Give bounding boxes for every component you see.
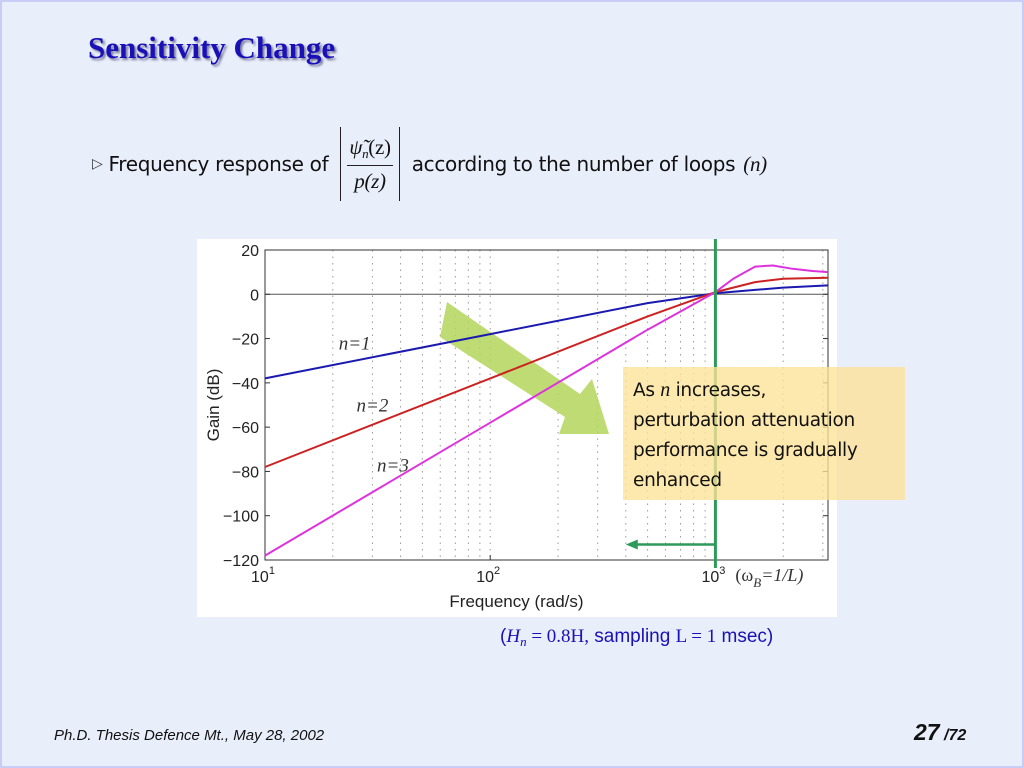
params-unit: msec) (716, 626, 774, 647)
page-current: 27 (914, 719, 940, 745)
bullet-suffix: according to the number of loops (411, 152, 736, 176)
y-tick-label: 20 (241, 243, 259, 260)
parameters-caption: (Hn = 0.8H, sampling L = 1 msec) (500, 626, 773, 650)
params-l: L = 1 (675, 626, 717, 647)
params-h-sub: n (520, 634, 527, 649)
x-axis-label: Frequency (rad/s) (449, 592, 583, 611)
y-tick-label: −60 (232, 420, 259, 437)
y-tick-label: −40 (232, 376, 259, 393)
note-text: As n increases, perturbation attenuation… (633, 375, 901, 496)
y-tick-label: −20 (232, 332, 259, 349)
params-h-rhs: = 0.8H, (526, 626, 589, 647)
fraction-denominator: p(z) (354, 168, 386, 193)
footer-text: Ph.D. Thesis Defence Mt., May 28, 2002 (54, 727, 325, 744)
params-sampling: sampling (589, 626, 676, 647)
y-axis-label: Gain (dB) (204, 369, 223, 442)
omega-b-label: (ωB=1/L) (735, 565, 803, 590)
psi-tilde: ψ̃ (349, 134, 363, 159)
triangle-right-bullet-icon: ▷ (92, 156, 103, 172)
psi-arg: (z) (368, 134, 391, 159)
params-open: ( (500, 626, 507, 647)
series-annotation: n=3 (377, 455, 409, 476)
x-tick-label: 103 (701, 565, 725, 586)
bullet-variable: (n) (743, 151, 767, 176)
left-arrow-head-icon (625, 539, 638, 550)
y-tick-label: −120 (223, 553, 259, 570)
note-callout: As n increases, perturbation attenuation… (623, 367, 905, 500)
fraction: ψ̃n(z) p(z) (347, 134, 393, 194)
note-line1-prefix: As (633, 380, 655, 401)
params-h: H (506, 626, 521, 647)
page-total: /72 (944, 727, 967, 744)
series-annotation: n=2 (357, 396, 389, 417)
slide-title: Sensitivity Change (88, 30, 336, 65)
y-tick-label: 0 (250, 287, 259, 304)
series-annotation: n=1 (339, 334, 371, 355)
x-tick-label: 101 (251, 565, 275, 586)
x-tick-label: 102 (476, 565, 500, 586)
page-number: 27 /72 (914, 719, 966, 746)
series-line-n-1 (264, 284, 829, 380)
note-variable: n (660, 379, 670, 401)
psi-subscript: n (362, 145, 369, 161)
y-tick-label: −80 (232, 464, 259, 481)
bullet-prefix: Frequency response of (108, 152, 329, 176)
abs-fraction: ψ̃n(z) p(z) (340, 127, 400, 201)
note-rest: perturbation attenuation performance is … (633, 410, 858, 491)
note-line1-suffix: increases, (675, 380, 767, 401)
bullet-frequency-response: ▷ Frequency response of ψ̃n(z) p(z) acco… (92, 126, 767, 202)
fraction-numerator: ψ̃n(z) (347, 134, 393, 166)
series-line-n-3 (264, 264, 829, 557)
y-tick-label: −100 (223, 509, 259, 526)
